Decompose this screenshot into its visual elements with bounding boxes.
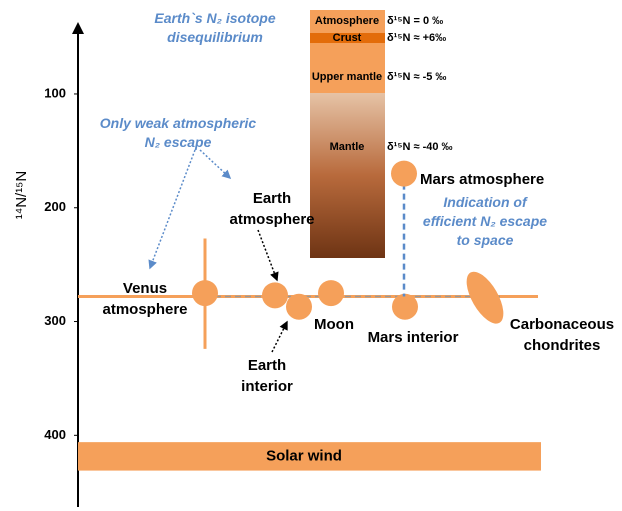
point-label-line: atmosphere	[102, 301, 187, 318]
layer-value: δ¹⁵N ≈ +6‰	[387, 32, 446, 44]
annotation-line: Indication of	[443, 194, 528, 210]
annotation-line: disequilibrium	[167, 29, 263, 45]
point-label: Earth interior	[241, 357, 293, 395]
point	[318, 280, 344, 307]
y-tick-label: 200	[44, 199, 66, 214]
y-axis-label: ¹⁴N/¹⁵N	[13, 171, 30, 220]
point	[192, 280, 218, 307]
point-label: Mars interior	[368, 329, 459, 346]
layer-value: δ¹⁵N ≈ -40 ‰	[387, 141, 453, 153]
point	[466, 271, 504, 324]
band-label: Solar wind	[266, 447, 342, 464]
y-tick-label: 100	[44, 85, 66, 100]
arrow	[257, 229, 279, 282]
band	[78, 442, 541, 471]
annotation-line: N₂ escape	[145, 134, 212, 150]
layer-mantle	[310, 93, 385, 258]
point	[392, 293, 418, 320]
layer-name: Mantle	[330, 141, 365, 153]
point-label: Carbonaceous chondrites	[510, 316, 614, 354]
layer-upper-mantle	[310, 43, 385, 93]
point-label-line: chondrites	[524, 337, 601, 354]
point-label-line: Mars interior	[368, 329, 459, 346]
layer-value: δ¹⁵N ≈ -5 ‰	[387, 71, 446, 83]
point-label-line: Venus	[123, 280, 167, 297]
layer-name: Upper mantle	[312, 71, 382, 83]
layer-crust	[310, 33, 385, 43]
y-tick-label: 300	[44, 313, 66, 328]
point-label: Moon	[314, 316, 354, 333]
layer-name: Atmosphere	[315, 15, 379, 27]
arrow	[271, 320, 288, 353]
point-label-line: Mars atmosphere	[420, 171, 544, 188]
point	[391, 160, 417, 187]
point-label: Earth atmosphere	[229, 190, 314, 228]
annotation-line: efficient N₂ escape	[423, 213, 547, 229]
point-label-line: Moon	[314, 316, 354, 333]
annotation-line: Earth`s N₂ isotope	[154, 10, 275, 26]
arrow	[148, 149, 196, 270]
point-label-line: interior	[241, 378, 293, 395]
arrow	[199, 149, 232, 180]
point-label: Venus atmosphere	[102, 280, 187, 318]
point	[286, 293, 312, 320]
point	[262, 282, 288, 309]
annotation-line: to space	[457, 232, 514, 248]
annotation: Earth`s N₂ isotope disequilibrium	[154, 10, 275, 45]
point-label-line: atmosphere	[229, 211, 314, 228]
layer-name: Crust	[333, 32, 362, 44]
layer-atmosphere	[310, 10, 385, 33]
point-label: Mars atmosphere	[420, 171, 544, 188]
layer-value: δ¹⁵N = 0 ‰	[387, 15, 443, 27]
y-tick-label: 400	[44, 427, 66, 442]
annotation-line: Only weak atmospheric	[100, 115, 257, 131]
point-label-line: Earth	[253, 190, 291, 207]
annotation: Only weak atmospheric N₂ escape	[100, 115, 257, 150]
point-label-line: Carbonaceous	[510, 316, 614, 333]
annotation: Indication of efficient N₂ escape to space	[423, 194, 547, 248]
point-label-line: Earth	[248, 357, 286, 374]
